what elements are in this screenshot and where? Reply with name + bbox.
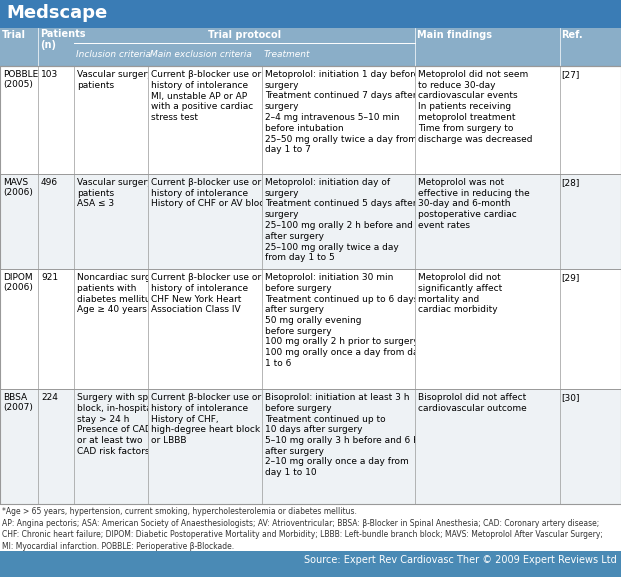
Bar <box>0 66 621 174</box>
Bar <box>0 66 621 504</box>
Text: Inclusion criteria: Inclusion criteria <box>76 50 151 59</box>
Text: [28]: [28] <box>561 178 579 187</box>
Text: 921: 921 <box>41 273 58 282</box>
Text: Bisoprolol: initiation at least 3 h
before surgery
Treatment continued up to
10 : Bisoprolol: initiation at least 3 h befo… <box>265 393 419 477</box>
Text: Patients
(n): Patients (n) <box>40 29 86 50</box>
Text: Vascular surgery
patients: Vascular surgery patients <box>77 70 153 90</box>
Text: DIPOM
(2006): DIPOM (2006) <box>3 273 33 293</box>
Text: Bisoprolol did not affect
cardiovascular outcome: Bisoprolol did not affect cardiovascular… <box>418 393 527 413</box>
Text: 103: 103 <box>41 70 58 79</box>
Text: AP: Angina pectoris; ASA: American Society of Anaesthesiologists; AV: Atrioventr: AP: Angina pectoris; ASA: American Socie… <box>2 519 603 551</box>
Text: Current β-blocker use or
history of intolerance
MI, unstable AP or AP
with a pos: Current β-blocker use or history of into… <box>151 70 261 122</box>
Bar <box>0 269 621 389</box>
Text: [27]: [27] <box>561 70 579 79</box>
Text: Current β-blocker use or
history of intolerance
History of CHF or AV block: Current β-blocker use or history of into… <box>151 178 270 208</box>
Text: Metoprolol was not
effective in reducing the
30-day and 6-month
postoperative ca: Metoprolol was not effective in reducing… <box>418 178 530 230</box>
Text: BBSA
(2007): BBSA (2007) <box>3 393 33 413</box>
Bar <box>0 389 621 504</box>
Text: Trial: Trial <box>2 30 26 40</box>
Text: [29]: [29] <box>561 273 579 282</box>
Bar <box>0 48 621 66</box>
Text: Main findings: Main findings <box>417 30 492 40</box>
Text: Current β-blocker use or
history of intolerance
CHF New York Heart
Association C: Current β-blocker use or history of into… <box>151 273 261 314</box>
Text: MAVS
(2006): MAVS (2006) <box>3 178 33 197</box>
Bar <box>0 0 621 28</box>
Text: Current β-blocker use or
history of intolerance
History of CHF,
high-degree hear: Current β-blocker use or history of into… <box>151 393 261 445</box>
Text: Main exclusion criteria: Main exclusion criteria <box>150 50 252 59</box>
Text: *Age > 65 years, hypertension, current smoking, hypercholesterolemia or diabetes: *Age > 65 years, hypertension, current s… <box>2 507 357 516</box>
Text: 496: 496 <box>41 178 58 187</box>
Bar <box>0 28 621 48</box>
Text: Metoprolol: initiation 30 min
before surgery
Treatment continued up to 6 days
af: Metoprolol: initiation 30 min before sur… <box>265 273 424 368</box>
Text: Noncardiac surgery
patients with
diabetes mellitus
Age ≥ 40 years: Noncardiac surgery patients with diabete… <box>77 273 165 314</box>
Text: Metoprolol did not
significantly affect
mortality and
cardiac morbidity: Metoprolol did not significantly affect … <box>418 273 502 314</box>
Text: Vascular surgery
patients
ASA ≤ 3: Vascular surgery patients ASA ≤ 3 <box>77 178 153 208</box>
Text: Metoprolol: initiation day of
surgery
Treatment continued 5 days after
surgery
2: Metoprolol: initiation day of surgery Tr… <box>265 178 417 263</box>
Text: POBBLE
(2005): POBBLE (2005) <box>3 70 39 89</box>
Text: Medscape: Medscape <box>6 4 107 22</box>
Text: Trial protocol: Trial protocol <box>208 30 281 40</box>
Bar <box>0 174 621 269</box>
Text: [30]: [30] <box>561 393 579 402</box>
Text: Metoprolol did not seem
to reduce 30-day
cardiovascular events
In patients recei: Metoprolol did not seem to reduce 30-day… <box>418 70 532 144</box>
Bar <box>0 551 621 577</box>
Text: Treatment: Treatment <box>264 50 310 59</box>
Text: 224: 224 <box>41 393 58 402</box>
Text: Metoprolol: initiation 1 day before
surgery
Treatment continued 7 days after
sur: Metoprolol: initiation 1 day before surg… <box>265 70 419 154</box>
Text: Ref.: Ref. <box>561 30 582 40</box>
Text: Surgery with spinal
block, in-hospital
stay > 24 h
Presence of CAD
or at least t: Surgery with spinal block, in-hospital s… <box>77 393 165 456</box>
Text: Source: Expert Rev Cardiovasc Ther © 2009 Expert Reviews Ltd: Source: Expert Rev Cardiovasc Ther © 200… <box>304 555 617 565</box>
